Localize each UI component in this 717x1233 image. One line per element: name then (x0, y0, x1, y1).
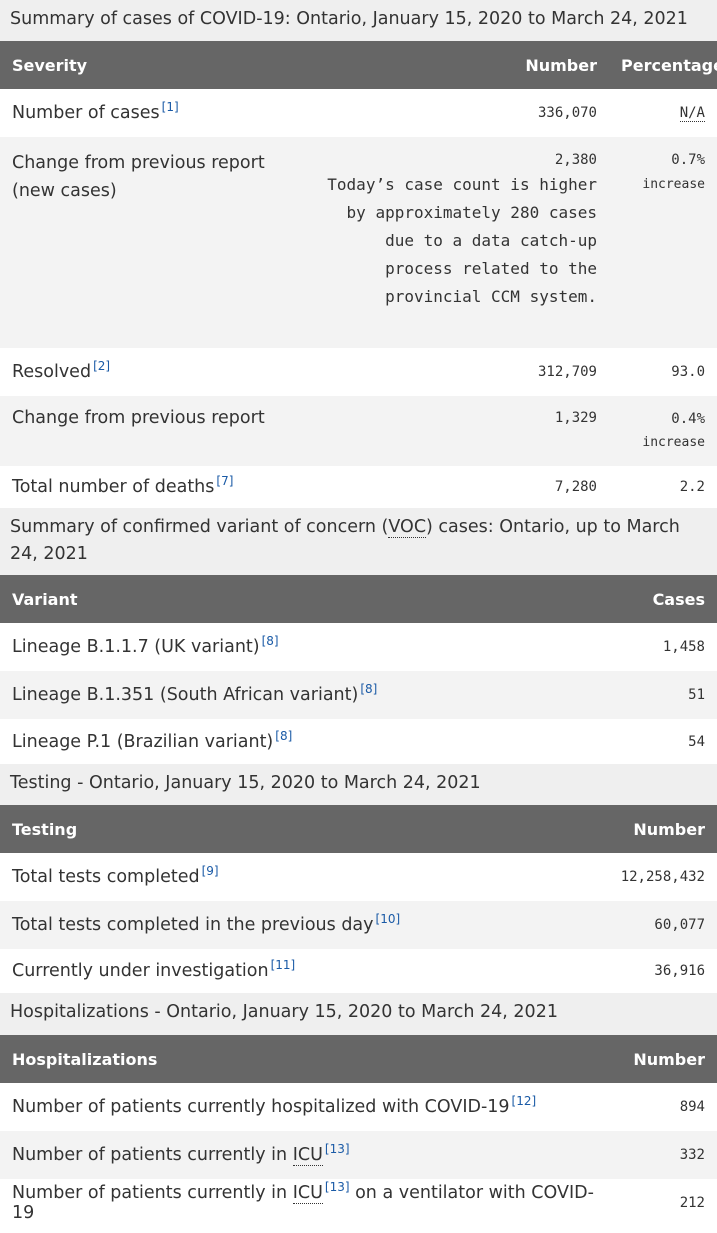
cell-percentage: 0.4% (671, 411, 705, 427)
footnote-link[interactable]: [2] (93, 359, 111, 373)
col-number: Number (310, 41, 609, 89)
col-variant: Variant (0, 575, 560, 623)
row-label: Total tests completed in the previous da… (12, 915, 374, 935)
cell-number: 212 (620, 1179, 717, 1227)
footnote-link[interactable]: [8] (261, 634, 279, 648)
footnote-link[interactable]: [12] (511, 1094, 537, 1108)
cell-number: 332 (620, 1131, 717, 1179)
table-row: Number of cases [1] 336,070 N/A (0, 89, 717, 137)
table-row: Change from previous report (new cases) … (0, 137, 717, 348)
col-testing: Testing (0, 805, 560, 853)
row-label: Total tests completed (12, 867, 200, 887)
row-label: Resolved (12, 362, 92, 382)
icu-abbr: ICU (292, 1183, 323, 1204)
row-label: Total number of deaths (12, 477, 215, 497)
row-label: Change from previous report (0, 396, 310, 466)
cell-number: 312,709 (310, 348, 609, 396)
summary-table: Severity Number Percentage Number of cas… (0, 41, 717, 508)
cell-percentage: 93.0 (609, 348, 717, 396)
table-row: Total tests completed [9] 12,258,432 (0, 853, 717, 901)
cell-number: 12,258,432 (560, 853, 717, 901)
hospital-caption: Hospitalizations - Ontario, January 15, … (0, 993, 717, 1035)
row-label: Lineage P.1 (Brazilian variant) (12, 731, 274, 752)
cell-percentage: 0.7% (671, 152, 705, 168)
table-row: Number of patients currently in ICU [13] … (0, 1131, 717, 1179)
summary-section: Summary of cases of COVID-19: Ontario, J… (0, 0, 717, 508)
footnote-link[interactable]: [1] (161, 100, 179, 114)
table-row: Total tests completed in the previous da… (0, 901, 717, 949)
hospital-table: Hospitalizations Number Number of patien… (0, 1035, 717, 1227)
table-row: Currently under investigation [11] 36,916 (0, 949, 717, 993)
footnote-link[interactable]: [13] (324, 1180, 350, 1194)
col-severity: Severity (0, 41, 310, 89)
testing-section: Testing - Ontario, January 15, 2020 to M… (0, 764, 717, 993)
testing-caption: Testing - Ontario, January 15, 2020 to M… (0, 764, 717, 805)
cell-number: 1,329 (310, 396, 609, 466)
voc-abbr: VOC (388, 517, 427, 538)
table-row: Total number of deaths [7] 7,280 2.2 (0, 466, 717, 508)
cell-number: 894 (620, 1083, 717, 1131)
row-label: Number of patients currently hospitalize… (12, 1097, 510, 1117)
testing-table: Testing Number Total tests completed [9] … (0, 805, 717, 993)
cell-cases: 51 (560, 671, 717, 719)
cell-percentage-sub: increase (642, 177, 705, 192)
table-row: Number of patients currently in ICU [13] … (0, 1179, 717, 1227)
row-label: Currently under investigation (12, 961, 269, 981)
footnote-link[interactable]: [7] (216, 474, 234, 488)
footnote-link[interactable]: [8] (275, 728, 293, 743)
cell-number: 2,380 (554, 152, 597, 168)
cell-cases: 54 (560, 719, 717, 764)
icu-abbr: ICU (292, 1145, 323, 1166)
table-row: Number of patients currently hospitalize… (0, 1083, 717, 1131)
footnote-link[interactable]: [8] (360, 682, 378, 696)
row-label: Number of cases (12, 103, 160, 123)
cell-number: 36,916 (560, 949, 717, 993)
hospital-section: Hospitalizations - Ontario, January 15, … (0, 993, 717, 1227)
variants-caption: Summary of confirmed variant of concern … (0, 508, 717, 575)
col-number: Number (620, 1035, 717, 1083)
table-row: Change from previous report 1,329 0.4% i… (0, 396, 717, 466)
cell-number: 7,280 (310, 466, 609, 508)
table-row: Lineage B.1.1.7 (UK variant) [8] 1,458 (0, 623, 717, 671)
table-row: Lineage B.1.351 (South African variant)[… (0, 671, 717, 719)
footnote-link[interactable]: [11] (270, 958, 296, 972)
cell-percentage-sub: increase (642, 435, 705, 450)
row-label: Lineage B.1.1.7 (UK variant) (12, 637, 260, 657)
na-abbr: N/A (679, 105, 705, 122)
table-row: Resolved [2] 312,709 93.0 (0, 348, 717, 396)
col-percentage: Percentage (609, 41, 717, 89)
cell-number: 336,070 (310, 89, 609, 137)
cell-percentage: 2.2 (609, 466, 717, 508)
col-hospitalizations: Hospitalizations (0, 1035, 620, 1083)
footnote-link[interactable]: [10] (375, 912, 401, 926)
col-cases: Cases (560, 575, 717, 623)
col-number: Number (560, 805, 717, 853)
variants-section: Summary of confirmed variant of concern … (0, 508, 717, 764)
footnote-link[interactable]: [13] (324, 1142, 350, 1156)
variants-table: Variant Cases Lineage B.1.1.7 (UK varian… (0, 575, 717, 764)
summary-caption: Summary of cases of COVID-19: Ontario, J… (0, 0, 717, 41)
row-label: Lineage B.1.351 (South African variant) (12, 685, 359, 705)
case-count-note: Today’s case count is higher by approxim… (327, 175, 597, 306)
cell-cases: 1,458 (560, 623, 717, 671)
row-label: Change from previous report (new cases) (0, 137, 310, 348)
cell-number: 60,077 (560, 901, 717, 949)
table-row: Lineage P.1 (Brazilian variant) [8] 54 (0, 719, 717, 764)
footnote-link[interactable]: [9] (201, 864, 219, 878)
